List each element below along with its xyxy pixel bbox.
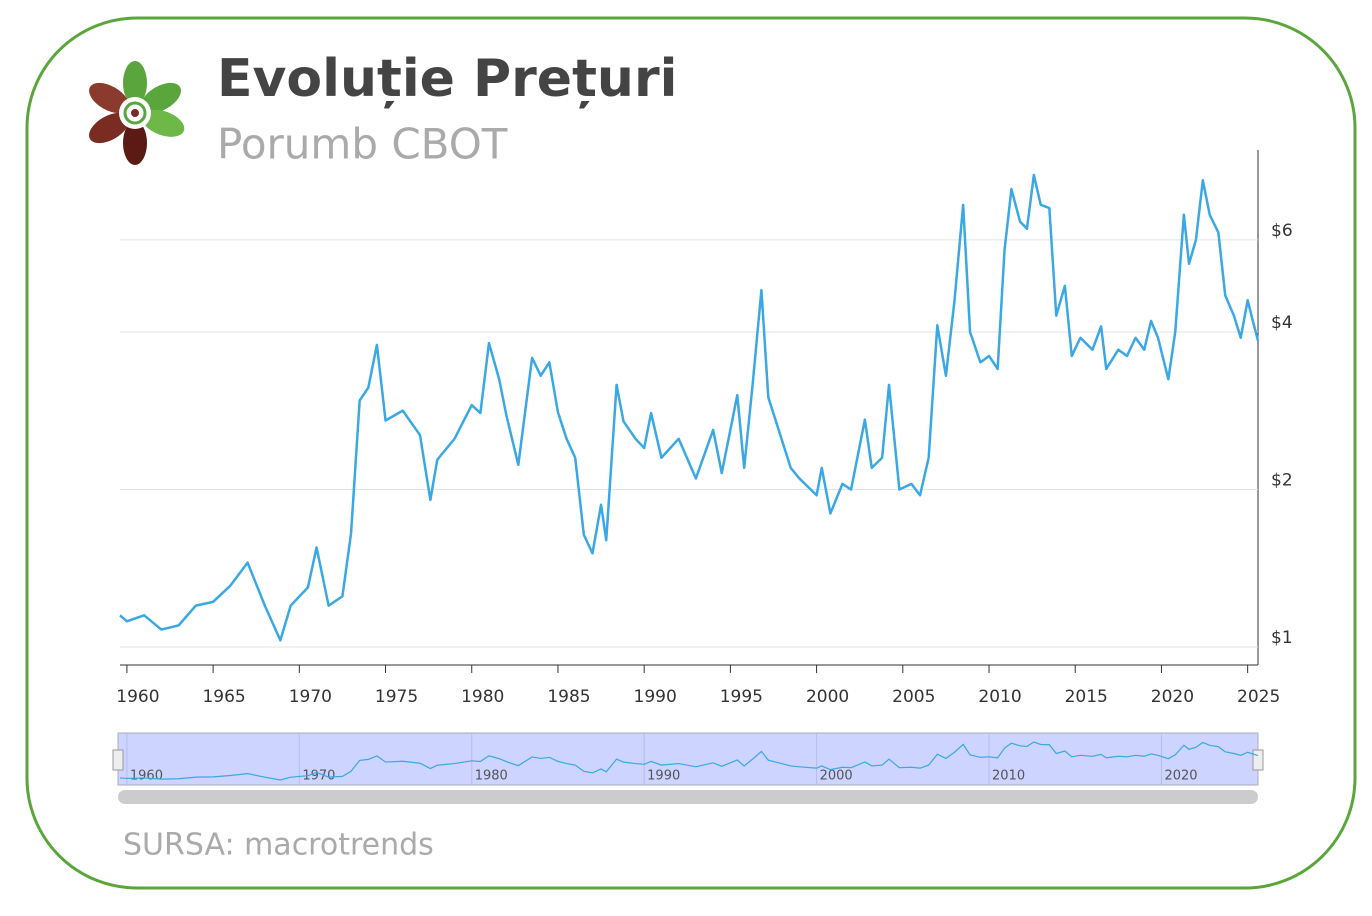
x-tick-label: 1980 xyxy=(461,687,504,707)
scrollbar[interactable] xyxy=(118,790,1258,804)
x-tick-label: 1960 xyxy=(116,687,159,707)
x-tick-label: 1990 xyxy=(634,687,677,707)
subtitle: Porumb CBOT xyxy=(217,120,508,169)
x-tick-label: 1975 xyxy=(375,687,418,707)
title: Evoluție Prețuri xyxy=(217,49,677,109)
navigator-line xyxy=(119,741,1259,781)
navigator-handle[interactable] xyxy=(112,749,124,771)
y-tick-label: $6 xyxy=(1271,221,1293,241)
card-border xyxy=(25,16,1357,890)
x-tick-label: 1995 xyxy=(720,687,763,707)
series-line xyxy=(119,173,1260,642)
navigator-label: 1970 xyxy=(302,769,335,784)
navigator-label: 1990 xyxy=(647,769,680,784)
navigator-label: 2000 xyxy=(820,769,853,784)
x-tick-label: 2005 xyxy=(892,687,935,707)
x-tick-label: 2010 xyxy=(978,687,1021,707)
navigator-handle[interactable] xyxy=(1252,749,1264,771)
navigator-label: 2020 xyxy=(1164,769,1197,784)
y-tick-label: $4 xyxy=(1271,313,1293,333)
y-tick-label: $1 xyxy=(1271,628,1293,648)
x-tick-label: 2000 xyxy=(806,687,849,707)
navigator-label: 2010 xyxy=(992,769,1025,784)
x-tick-label: 1985 xyxy=(547,687,590,707)
x-tick-label: 2020 xyxy=(1151,687,1194,707)
x-tick-label: 2015 xyxy=(1065,687,1108,707)
x-tick-label: 1965 xyxy=(202,687,245,707)
y-tick-label: $2 xyxy=(1271,471,1293,491)
navigator-label: 1980 xyxy=(475,769,508,784)
navigator-label: 1960 xyxy=(130,769,163,784)
source: SURSA: macrotrends xyxy=(123,828,434,863)
logo xyxy=(89,61,185,165)
x-tick-label: 2025 xyxy=(1237,687,1280,707)
x-tick-label: 1970 xyxy=(289,687,332,707)
